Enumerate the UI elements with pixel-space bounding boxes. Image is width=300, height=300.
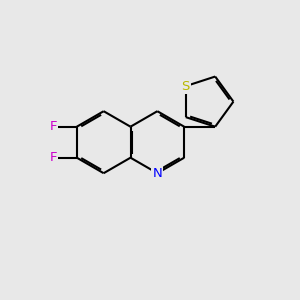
Text: S: S — [182, 80, 190, 93]
Text: N: N — [152, 167, 162, 180]
Text: F: F — [50, 120, 57, 133]
Text: F: F — [50, 151, 57, 164]
